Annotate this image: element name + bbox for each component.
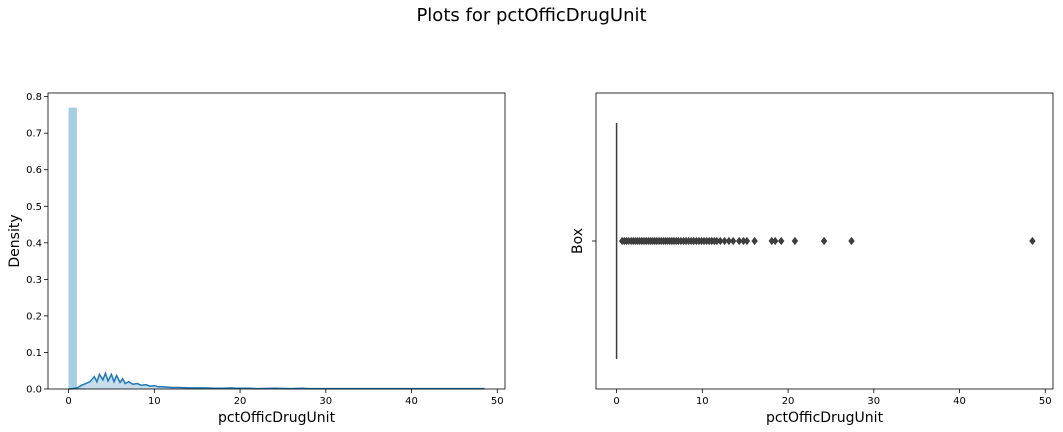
histogram-y-axis-label: Density	[7, 214, 23, 267]
histogram-x-tick-label: 50	[491, 396, 504, 407]
boxplot-panel: 0 10 20 30 40 50 pctOfficDrugUnit Box	[570, 92, 1054, 426]
boxplot-x-tick-label: 10	[696, 396, 709, 407]
kde-line	[68, 371, 485, 390]
histogram-y-tick-label: 0.2	[26, 311, 42, 322]
figure-title: Plots for pctOfficDrugUnit	[416, 5, 646, 26]
histogram-panel: 0 10 20 30 40 50 0.00.10.20.30.40.50.60.70.8 …	[7, 92, 506, 426]
boxplot-outlier-point	[735, 236, 743, 246]
boxplot-x-axis-label: pctOfficDrugUnit	[766, 410, 884, 426]
histogram-bar	[68, 107, 77, 390]
boxplot-x-tick-label: 30	[867, 396, 880, 407]
histogram-y-tick-label: 0.4	[26, 238, 42, 249]
histogram-y-tick-label: 0.3	[26, 275, 42, 286]
histogram-y-tick-label: 0.5	[26, 202, 42, 213]
boxplot-outlier-point	[820, 236, 828, 246]
boxplot-x-tick-label: 40	[953, 396, 966, 407]
histogram-y-tick-label: 0.6	[26, 165, 42, 176]
histogram-x-tick-label: 0	[65, 396, 71, 407]
boxplot-outlier-point	[791, 236, 799, 246]
histogram-y-tick-label: 0.7	[26, 129, 42, 140]
histogram-x-tick-label: 40	[405, 396, 418, 407]
boxplot-outlier-point	[848, 236, 855, 246]
boxplot-x-tick-label: 20	[782, 396, 795, 407]
histogram-y-ticks: 0.0 0.1 0.2 0.3 0.4 0.5 0.6 0.7 0.8	[26, 92, 48, 396]
boxplot-outlier-point	[729, 236, 737, 246]
boxplot-outlier-point	[743, 236, 751, 246]
histogram-x-ticks: 0 10 20 30 40 50	[65, 389, 504, 407]
boxplot-x-ticks: 0 10 20 30 40 50	[613, 389, 1052, 407]
histogram-x-tick-label: 10	[148, 396, 161, 407]
boxplot-outlier-point	[751, 236, 758, 246]
histogram-axes-frame	[47, 92, 506, 390]
boxplot-outlier-point	[740, 236, 747, 246]
boxplot-outlier-point	[771, 236, 779, 246]
boxplot-outlier-point	[717, 236, 724, 246]
boxplot-outlier-point	[725, 236, 733, 246]
histogram-y-tick-label: 0.1	[26, 348, 42, 359]
boxplot-outlier-point	[1029, 236, 1036, 246]
histogram-x-axis-label: pctOfficDrugUnit	[218, 410, 336, 426]
boxplot-x-tick-label: 0	[613, 396, 619, 407]
boxplot-y-axis-label: Box	[570, 228, 586, 254]
boxplot-outlier-point	[778, 236, 785, 246]
boxplot-outlier-point	[713, 236, 721, 246]
boxplot-outlier-point	[721, 236, 728, 246]
boxplot-axes-frame	[595, 92, 1054, 390]
boxplot-x-tick-label: 50	[1039, 396, 1052, 407]
kde-fill-area	[68, 373, 485, 389]
histogram-x-tick-label: 30	[319, 396, 332, 407]
histogram-y-tick-label: 0.8	[26, 92, 42, 103]
boxplot-outliers	[618, 236, 1036, 246]
histogram-y-tick-label: 0.0	[26, 385, 42, 396]
boxplot-outlier-point	[768, 236, 775, 246]
histogram-x-tick-label: 20	[234, 396, 247, 407]
